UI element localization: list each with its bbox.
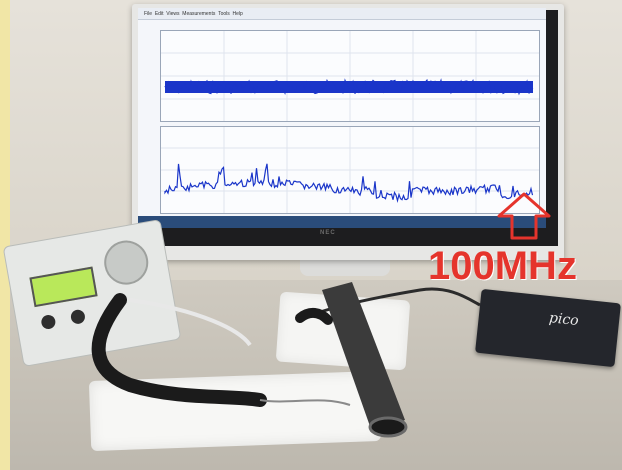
black-wire-bundle xyxy=(91,293,267,407)
windows-taskbar xyxy=(138,216,546,228)
spectrum-svg xyxy=(161,127,539,213)
metal-pipe xyxy=(322,282,405,432)
menu-item: Tools xyxy=(218,11,230,17)
white-cable xyxy=(129,298,252,347)
menu-item: File xyxy=(144,11,153,17)
spectrum-trace xyxy=(164,163,534,203)
menu-item: Edit xyxy=(154,11,164,17)
time-domain-svg xyxy=(161,31,539,121)
menu-item: Help xyxy=(232,11,243,17)
pipe-opening xyxy=(368,416,408,438)
monitor-brand: NEC xyxy=(320,230,336,236)
noise-band xyxy=(165,81,533,93)
left-border-strip xyxy=(0,0,10,470)
noise-trace xyxy=(164,78,534,96)
bare-wires xyxy=(259,399,351,406)
time-domain-plot xyxy=(160,30,540,122)
monitor-screen: File Edit Views Measurements Tools Help xyxy=(138,8,546,228)
black-wrap xyxy=(295,308,333,325)
menu-item: Views xyxy=(166,11,180,17)
up-arrow-icon xyxy=(497,192,551,240)
software-menubar: File Edit Views Measurements Tools Help xyxy=(138,8,546,20)
oscilloscope-logo: pico xyxy=(548,310,580,330)
menu-item: Measurements xyxy=(182,11,216,17)
annotation-frequency-label: 100MHz xyxy=(428,244,577,288)
spectrum-plot xyxy=(160,126,540,214)
